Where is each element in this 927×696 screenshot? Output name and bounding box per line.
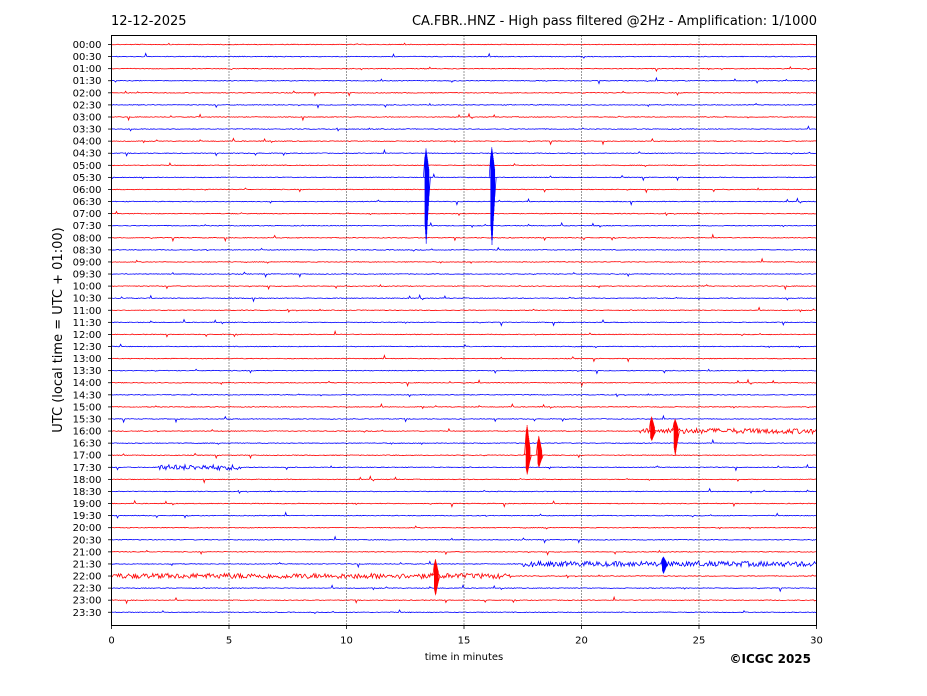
y-tick-label: 15:30 [73,414,102,425]
x-tick-label: 30 [810,636,823,647]
y-tick-label: 06:30 [73,197,102,208]
trace-0900 [111,257,817,264]
trace-1030 [111,293,817,303]
y-tick-label: 14:00 [73,378,102,389]
y-tick-label: 02:30 [73,100,102,111]
trace-0930 [111,271,817,279]
trace-0730 [111,221,817,228]
x-axis-label: time in minutes [425,652,504,663]
y-tick-label: 23:30 [73,608,102,619]
x-tick-label: 25 [693,636,706,647]
y-tick-label: 10:30 [73,294,102,305]
trace-1630 [111,438,817,446]
y-tick-label: 21:00 [73,547,102,558]
x-axis: 0 5 10 15 20 25 30 [108,625,823,647]
copyright-label: ©ICGC 2025 [729,652,811,666]
y-tick-label: 20:00 [73,523,102,534]
x-tick-label: 0 [108,636,114,647]
trace-1730 [111,463,817,472]
trace-1600 [111,427,817,436]
y-tick-label: 09:00 [73,257,102,268]
x-tick-label: 15 [458,636,471,647]
y-tick-label: 08:30 [73,245,102,256]
y-tick-label: 17:30 [73,463,102,474]
y-tick-label: 05:30 [73,173,102,184]
trace-1100 [111,306,817,313]
y-tick-label: 19:00 [73,499,102,510]
event-spike [535,435,544,468]
y-tick-label: 23:00 [73,596,102,607]
chart-title: CA.FBR..HNZ - High pass filtered @2Hz - … [412,14,817,29]
trace-0700 [111,210,817,217]
date-label: 12-12-2025 [111,14,187,29]
y-tick-label: 06:00 [73,185,102,196]
y-tick-label: 01:00 [73,64,102,75]
y-tick-label: 13:00 [73,354,102,365]
trace-1530 [111,414,817,424]
event-spike [660,556,669,574]
y-tick-label: 12:00 [73,330,102,341]
trace-1230 [111,343,817,349]
y-tick-label: 11:00 [73,306,102,317]
y-tick-label: 14:30 [73,390,102,401]
trace-1200 [111,330,817,338]
y-tick-label: 03:00 [73,112,102,123]
y-tick-label: 16:30 [73,439,102,450]
y-tick-label: 17:00 [73,451,102,462]
y-tick-label: 13:30 [73,366,102,377]
y-tick-label: 02:00 [73,88,102,99]
event-spike [432,559,441,596]
event-spike [423,148,431,244]
trace-0230 [111,102,817,109]
y-tick-label: 08:00 [73,233,102,244]
y-axis-label: UTC (local time = UTC + 01:00) [51,227,66,432]
x-tick-label: 20 [575,636,588,647]
event-spike [672,418,680,456]
trace-1330 [111,368,817,375]
y-tick-label: 10:00 [73,282,102,293]
y-tick-label: 04:30 [73,149,102,160]
y-tick-label: 11:30 [73,318,102,329]
y-tick-label: 07:00 [73,209,102,220]
trace-1300 [111,354,817,363]
y-tick-label: 04:00 [73,137,102,148]
trace-1000 [111,284,817,291]
trace-1700 [111,452,817,460]
trace-1500 [111,403,817,410]
y-tick-label: 05:00 [73,161,102,172]
event-spike [524,424,532,475]
trace-1800 [111,475,817,484]
y-tick-label: 09:30 [73,270,102,281]
y-tick-label: 21:30 [73,559,102,570]
trace-0800 [111,233,817,243]
y-tick-label: 18:30 [73,487,102,498]
event-spike [488,147,497,246]
event-spike [648,416,657,441]
y-tick-label: 15:00 [73,402,102,413]
vertical-gridlines [228,35,700,626]
y-tick-label: 07:30 [73,221,102,232]
trace-1130 [111,318,817,327]
x-tick-label: 5 [226,636,232,647]
trace-2100 [111,549,817,556]
y-tick-label: 01:30 [73,76,102,87]
trace-1400 [111,378,817,388]
y-tick-label: 03:30 [73,125,102,136]
y-tick-label: 22:30 [73,584,102,595]
y-tick-label: 00:00 [73,40,102,51]
y-tick-label: 19:30 [73,511,102,522]
trace-1430 [111,393,817,398]
y-tick-label: 12:30 [73,342,102,353]
x-tick-label: 10 [340,636,353,647]
y-tick-label: 20:30 [73,535,102,546]
trace-0830 [111,246,817,252]
y-tick-label: 16:00 [73,427,102,438]
y-tick-label: 22:00 [73,572,102,583]
y-tick-label: 00:30 [73,52,102,63]
y-tick-label: 18:00 [73,475,102,486]
